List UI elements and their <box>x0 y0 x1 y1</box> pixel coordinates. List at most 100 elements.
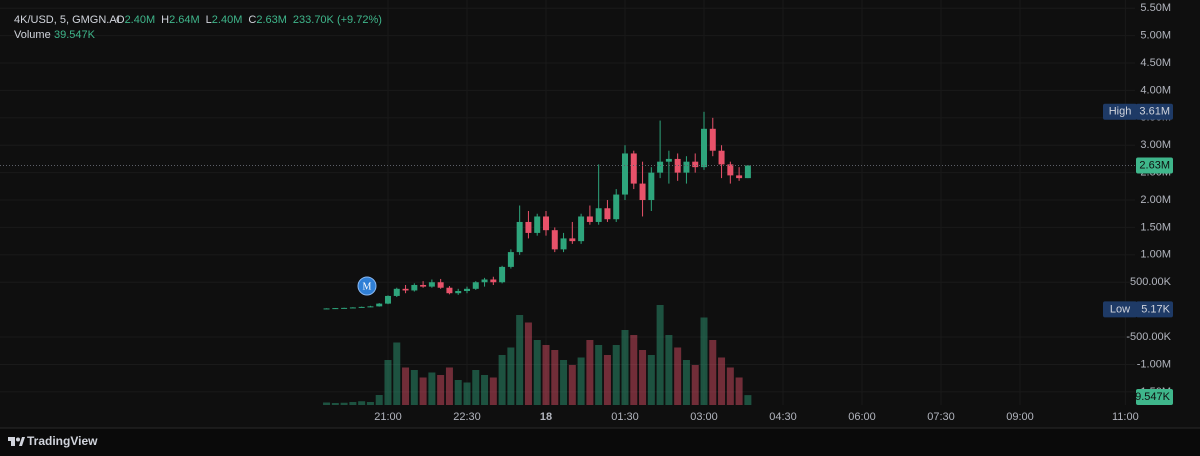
volume-bar <box>665 335 673 405</box>
brand-name[interactable]: TradingView <box>27 434 98 448</box>
candle-body <box>709 128 716 151</box>
ohlc-key: L <box>206 14 212 26</box>
candle-body <box>542 216 549 231</box>
candle-body <box>621 153 628 195</box>
volume-bar <box>595 345 603 405</box>
x-tick-label: 07:30 <box>927 411 955 423</box>
candle-body <box>455 291 462 294</box>
volume-bar <box>551 350 559 405</box>
candle-body <box>700 128 707 168</box>
ohlc-value: 2.40M <box>212 14 243 26</box>
volume-bar <box>639 350 647 405</box>
volume-pane <box>323 305 752 405</box>
volume-bar <box>489 377 497 405</box>
volume-bar <box>507 347 515 405</box>
volume-bar <box>481 375 489 405</box>
y-tick-label: -500.00K <box>1126 331 1171 343</box>
candle-body <box>428 282 435 287</box>
low-marker-value-bg <box>1136 301 1173 318</box>
candle-body <box>648 172 655 201</box>
candle-body <box>420 284 427 287</box>
candle-body <box>384 295 391 304</box>
candle-body <box>499 266 506 283</box>
candle-body <box>674 158 681 173</box>
y-tick-label: 3.00M <box>1140 139 1171 151</box>
candle-body <box>595 208 602 222</box>
volume-bar <box>498 355 506 405</box>
volume-bar <box>577 357 585 405</box>
low-marker-value: 5.17K <box>1141 303 1170 315</box>
volume-bar <box>560 360 568 405</box>
last-price: 2.63M <box>1136 157 1173 174</box>
candle-body <box>551 230 558 250</box>
candle-body <box>472 282 479 289</box>
candle-body <box>525 221 532 233</box>
event-marker[interactable] <box>357 276 377 296</box>
y-tick-label: 1.50M <box>1140 221 1171 233</box>
volume-bar <box>323 402 331 405</box>
y-tick-label: 1.00M <box>1140 249 1171 261</box>
high-marker: High 3.61M <box>1103 103 1173 120</box>
candle-body <box>393 288 400 296</box>
y-tick-label: 500.00K <box>1130 276 1172 288</box>
x-tick-label: 09:00 <box>1006 411 1034 423</box>
logo-part <box>19 437 25 446</box>
volume-bar <box>331 403 339 405</box>
volume-bar <box>682 360 690 405</box>
ohlc-key: C <box>248 14 256 26</box>
volume-bar <box>674 347 682 405</box>
y-tick-label: 5.00M <box>1140 30 1171 42</box>
event-marker-letter: M <box>363 281 372 292</box>
volume-bar <box>445 367 453 405</box>
x-tick-label: 06:00 <box>848 411 876 423</box>
volume-bar <box>709 340 717 405</box>
last-price-value: 2.63M <box>1139 159 1170 171</box>
volume-bar <box>735 377 743 405</box>
candle-body <box>718 150 725 165</box>
candle-body <box>630 153 637 184</box>
high-marker-bg <box>1103 103 1137 120</box>
volume-bar <box>542 345 550 405</box>
volume-bar <box>568 365 576 405</box>
candle-body <box>376 303 383 307</box>
candle-body <box>349 307 356 309</box>
candle-body <box>507 252 514 267</box>
logo-part <box>16 437 20 442</box>
candle-body <box>683 161 690 173</box>
brand-logo[interactable] <box>8 437 25 446</box>
volume-bar <box>454 380 462 405</box>
candle-body <box>358 306 365 308</box>
volume-bar <box>630 335 638 405</box>
change: 233.70K (+9.72%) <box>293 14 382 26</box>
candle-body <box>657 161 664 173</box>
candle-body <box>613 194 620 220</box>
last-price-value-bg <box>1136 157 1173 174</box>
x-tick-label: 04:30 <box>769 411 797 423</box>
y-tick-label: 4.50M <box>1140 57 1171 69</box>
x-tick-label: 21:00 <box>374 411 402 423</box>
x-tick-label: 18 <box>540 411 552 423</box>
grid <box>0 0 1135 405</box>
price-labels: High 3.61M Low 5.17K 2.63M 39.547K <box>0 103 1173 405</box>
volume-bar <box>656 305 664 405</box>
candle-body <box>481 279 488 283</box>
candle-body <box>569 238 576 242</box>
candle-body <box>463 288 470 292</box>
volume-bar <box>419 377 427 405</box>
volume-bar <box>533 340 541 405</box>
volume-bar <box>472 370 480 405</box>
low-marker: Low 5.17K <box>1103 301 1173 318</box>
volume-bar <box>726 367 734 405</box>
ohlc-key: H <box>161 14 169 26</box>
volume-bar <box>375 395 383 405</box>
volume-bar <box>410 370 418 405</box>
candle-body <box>639 183 646 201</box>
volume-bar <box>718 357 726 405</box>
last-volume-value: 39.547K <box>1129 391 1171 403</box>
candle-body <box>534 216 541 233</box>
volume-bar <box>612 345 620 405</box>
candle-body <box>692 161 699 168</box>
candle-body <box>586 216 593 222</box>
